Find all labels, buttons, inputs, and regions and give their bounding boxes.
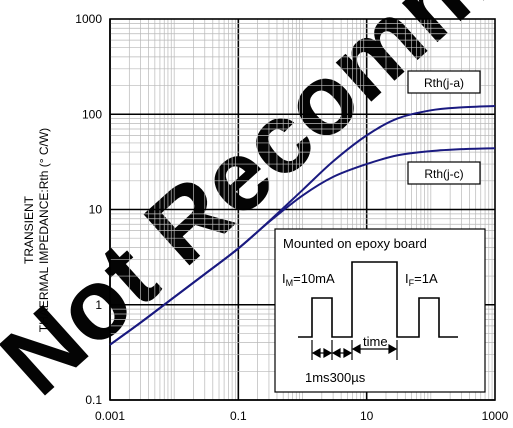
x-tick-label: 10 (360, 409, 374, 423)
label-rth-jc-box (407, 161, 481, 185)
inset-if-prefix: I (405, 271, 409, 286)
inset-if-value: =1A (414, 271, 438, 286)
y-tick-label: 10 (89, 203, 103, 217)
plot-frame (109, 18, 496, 401)
pulse-waveform (298, 261, 458, 338)
inset-im-sub: M (286, 278, 294, 288)
inset-if-label: IF=1A (405, 271, 438, 288)
inset-im-value: =10mA (293, 271, 335, 286)
inset-time-label: time (363, 334, 388, 349)
label-rth-ja: Rth(j-a) (407, 70, 481, 94)
x-tick-label: 0.1 (230, 409, 247, 423)
inset-pulse-label: 1ms300µs (305, 370, 366, 385)
x-tick-label: 0.001 (95, 409, 125, 423)
y-axis-label-line2: THAERMAL IMPEDANCE:Rth (° C/W) (37, 128, 51, 332)
inset-pulse-mu: µs (351, 370, 365, 385)
label-rth-jc: Rth(j-c) (407, 161, 481, 185)
inset-im-prefix: I (282, 271, 286, 286)
dimension-arrows (311, 340, 398, 360)
inset-box (274, 228, 486, 393)
y-tick-label: 1000 (75, 12, 102, 26)
series-group (109, 105, 496, 346)
x-tick-labels: 0.001 0.1 10 1000 (95, 409, 509, 423)
x-tick-label: 1000 (482, 409, 509, 423)
arrowhead-1ms-r (323, 347, 333, 359)
inset-im-label: IM=10mA (282, 271, 335, 288)
y-tick-label: 0.1 (85, 393, 102, 407)
arrowhead-300-l (331, 347, 341, 359)
inset-pulse-300: 300 (330, 370, 352, 385)
y-tick-label: 1 (95, 298, 102, 312)
arrowhead-time-l (351, 343, 361, 355)
label-rth-jc-text: Rth(j-c) (424, 167, 463, 181)
arrowhead-time-r (388, 343, 398, 355)
inset-pulse-1ms: 1ms (305, 370, 330, 385)
y-axis-label-line1: TRANSIENT (22, 195, 36, 264)
arrowhead-1ms-l (311, 347, 321, 359)
inset: Mounted on epoxy board IM=10mA IF=1A (274, 228, 486, 393)
arrowhead-300-r (343, 347, 353, 359)
y-tick-labels: 1000 100 10 1 0.1 (75, 12, 102, 407)
series-rth-jc (109, 147, 496, 346)
label-rth-ja-box (407, 70, 481, 94)
inset-if-sub: F (409, 278, 415, 288)
y-tick-label: 100 (82, 107, 102, 121)
label-rth-ja-text: Rth(j-a) (424, 76, 464, 90)
inset-title: Mounted on epoxy board (283, 236, 427, 251)
